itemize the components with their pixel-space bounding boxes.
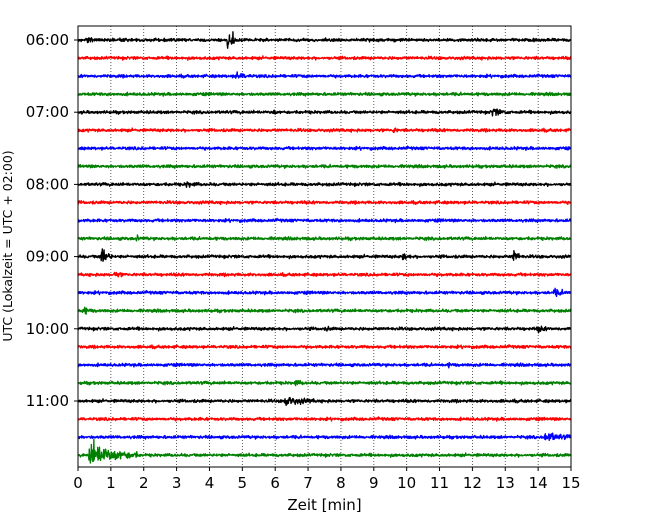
x-tick-label: 0 <box>73 474 83 492</box>
seismic-trace <box>77 396 572 407</box>
seismic-trace <box>77 163 572 170</box>
seismic-trace <box>77 234 572 242</box>
seismic-trace <box>77 432 572 441</box>
x-tick-label: 15 <box>561 474 580 492</box>
seismic-trace <box>77 344 572 350</box>
x-tick-label: 5 <box>238 474 248 492</box>
x-tick-label: 13 <box>496 474 515 492</box>
y-tick-label: 10:00 <box>26 320 69 338</box>
trace-group <box>77 31 572 464</box>
seismic-trace <box>77 287 572 298</box>
seismic-trace <box>77 55 572 61</box>
x-tick-label: 8 <box>336 474 346 492</box>
x-tick-label: 6 <box>270 474 280 492</box>
y-tick-label: 08:00 <box>26 175 69 193</box>
seismic-trace <box>77 379 572 387</box>
x-tick-label: 10 <box>397 474 416 492</box>
x-tick-label: 12 <box>463 474 482 492</box>
x-tick-label: 9 <box>369 474 379 492</box>
x-axis-label: Zeit [min] <box>287 496 361 514</box>
seismic-trace <box>77 325 572 334</box>
seismic-trace <box>77 438 572 464</box>
seismic-trace <box>77 108 572 117</box>
plot-frame <box>77 25 572 468</box>
seismic-trace <box>77 127 572 134</box>
x-tick-label: 4 <box>205 474 215 492</box>
seismic-trace <box>77 306 572 315</box>
y-tick-label: 07:00 <box>26 103 69 121</box>
x-tick-label: 1 <box>106 474 116 492</box>
y-tick-label: 11:00 <box>26 392 69 410</box>
x-tick-label: 2 <box>139 474 149 492</box>
y-axis-ticks: 06:00 07:00 08:00 09:00 10:00 11:00 <box>26 31 78 410</box>
seismic-trace <box>77 217 572 224</box>
seismic-trace <box>77 145 572 152</box>
x-tick-label: 7 <box>303 474 313 492</box>
y-tick-label: 09:00 <box>26 248 69 266</box>
seismic-trace <box>77 416 572 422</box>
y-tick-label: 06:00 <box>26 31 69 49</box>
x-axis-ticks: 0 1 2 3 4 5 6 7 8 9 10 11 12 13 14 15 <box>73 467 581 492</box>
seismic-trace <box>77 248 572 262</box>
seismic-trace <box>77 31 572 49</box>
y-axis-label: UTC (Lokalzeit = UTC + 02:00) <box>0 150 15 341</box>
seismic-trace <box>77 71 572 79</box>
seismic-trace <box>77 199 572 206</box>
seismic-trace <box>77 91 572 97</box>
x-tick-label: 3 <box>172 474 182 492</box>
seismic-trace <box>77 271 572 278</box>
seismic-trace <box>77 361 572 369</box>
x-tick-label: 14 <box>529 474 548 492</box>
x-tick-label: 11 <box>430 474 449 492</box>
seismic-trace <box>77 181 572 188</box>
